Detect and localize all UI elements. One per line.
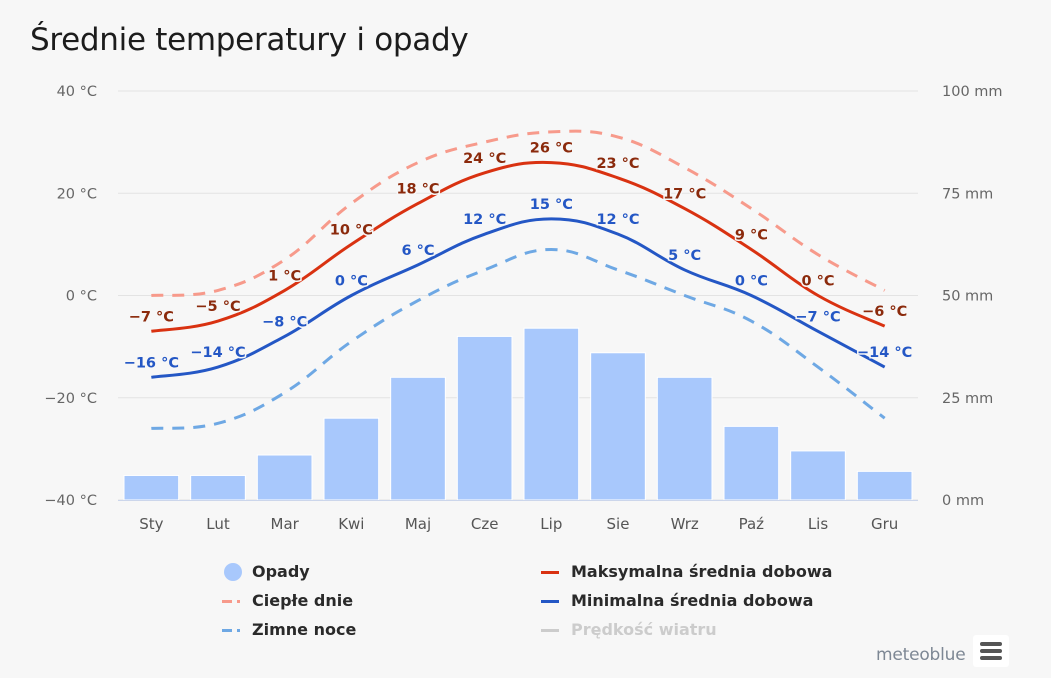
legend-item-wind-speed[interactable]: Prędkość wiatru (541, 620, 717, 639)
legend-label: Prędkość wiatru (571, 620, 717, 639)
min-temp-label: −14 °C (857, 345, 912, 361)
min-temp-label: 15 °C (530, 197, 573, 213)
menu-bar (980, 649, 1002, 653)
precipitation-bar (323, 417, 380, 501)
min-temp-label: −14 °C (190, 345, 245, 361)
legend-label: Zimne noce (252, 620, 357, 639)
y-left-tick-label: −40 °C (44, 493, 97, 509)
precipitation-bar (590, 352, 646, 501)
min-temp-label: 12 °C (463, 212, 506, 228)
min-temp-label: 5 °C (668, 248, 701, 264)
temperature-lines (151, 129, 886, 430)
data-labels: −7 °C −5 °C 1 °C 10 °C 18 °C 24 °C 26 °C 23 °C 1… (122, 139, 914, 373)
menu-bar (980, 642, 1002, 646)
chart-plot: 40 °C 20 °C 0 °C −20 °C −40 °C 100 mm 75 mm 50… (44, 84, 1003, 533)
max-temp-label: −7 °C (129, 309, 174, 325)
precipitation-bar (790, 450, 846, 501)
brand-logo[interactable]: meteoblue (876, 645, 966, 665)
min-temp-label: −16 °C (124, 355, 179, 371)
legend-label: Opady (252, 562, 310, 581)
max-temp-label: 24 °C (463, 151, 506, 167)
y-right-tick-label: 100 mm (942, 84, 1003, 100)
x-tick-label: Lis (808, 515, 829, 533)
x-tick-label: Paź (739, 515, 765, 533)
min-temp-label: −7 °C (795, 309, 840, 325)
max-temp-label: 9 °C (735, 227, 768, 243)
max-temp-label: −5 °C (195, 299, 240, 315)
max-temp-label: 0 °C (801, 274, 834, 290)
cold-nights-line (151, 247, 886, 430)
precipitation-bar (123, 474, 180, 501)
legend-label: Minimalna średnia dobowa (571, 591, 814, 610)
max-temp-label: −6 °C (862, 304, 907, 320)
precipitation-bar (190, 474, 246, 501)
y-axis-right: 100 mm 75 mm 50 mm 25 mm 0 mm (942, 84, 1003, 509)
legend-item-precipitation[interactable]: Opady (222, 562, 310, 581)
hamburger-menu-icon[interactable] (973, 635, 1009, 667)
x-tick-label: Maj (405, 515, 431, 533)
line-icon (541, 623, 563, 637)
min-temp-label: −8 °C (262, 314, 307, 330)
line-icon (541, 594, 563, 608)
max-temp-line (151, 160, 886, 333)
chart-title: Średnie temperatury i opady (30, 22, 469, 58)
x-tick-label: Sie (607, 515, 630, 533)
precipitation-bar (523, 327, 580, 501)
y-left-tick-label: 0 °C (66, 289, 97, 305)
max-temp-label: 1 °C (268, 268, 301, 284)
dashed-line-icon (222, 623, 244, 637)
max-temp-label: 17 °C (663, 187, 706, 203)
precipitation-bar (656, 376, 713, 501)
x-tick-label: Sty (139, 515, 163, 533)
precipitation-bars (123, 327, 913, 501)
y-left-tick-label: −20 °C (44, 391, 97, 407)
min-temp-label: 0 °C (335, 274, 368, 290)
x-axis: Sty Lut Mar Kwi Maj Cze Lip Sie Wrz Paź Lis Gru (118, 500, 918, 533)
warm-days-line (151, 129, 886, 297)
y-left-tick-label: 20 °C (57, 186, 97, 202)
y-right-tick-label: 75 mm (942, 186, 993, 202)
y-left-tick-label: 40 °C (57, 84, 97, 100)
min-temp-line (151, 217, 886, 379)
precipitation-bar (456, 335, 513, 501)
line-icon (541, 565, 563, 579)
x-tick-label: Mar (271, 515, 300, 533)
max-temp-label: 18 °C (396, 181, 439, 197)
legend-item-max-temp[interactable]: Maksymalna średnia dobowa (541, 562, 832, 581)
precipitation-bar (256, 454, 313, 501)
min-temp-label: 0 °C (735, 274, 768, 290)
grid-lines (118, 90, 918, 501)
x-tick-label: Wrz (671, 515, 699, 533)
legend-item-cold-nights[interactable]: Zimne noce (222, 620, 356, 639)
x-tick-label: Lut (206, 515, 230, 533)
x-tick-label: Lip (540, 515, 562, 533)
menu-bar (980, 656, 1002, 660)
max-temp-label: 10 °C (330, 222, 373, 238)
precipitation-bar (390, 376, 446, 501)
dot-icon (224, 562, 242, 581)
min-temp-label: 12 °C (596, 212, 639, 228)
max-temp-label: 23 °C (596, 156, 639, 172)
max-temp-label: 26 °C (530, 141, 573, 157)
y-right-tick-label: 25 mm (942, 391, 993, 407)
legend-item-warm-days[interactable]: Ciepłe dnie (222, 591, 353, 610)
legend-label: Maksymalna średnia dobowa (571, 562, 833, 581)
min-temp-label: 6 °C (401, 243, 434, 259)
x-tick-label: Cze (471, 515, 499, 533)
y-right-tick-label: 50 mm (942, 289, 993, 305)
legend-label: Ciepłe dnie (252, 591, 354, 610)
precipitation-bar (723, 425, 780, 501)
x-tick-label: Kwi (338, 515, 364, 533)
y-axis-left: 40 °C 20 °C 0 °C −20 °C −40 °C (44, 84, 97, 509)
x-tick-label: Gru (871, 515, 898, 533)
dashed-line-icon (222, 594, 244, 608)
precipitation-bar (856, 470, 913, 501)
y-right-tick-label: 0 mm (942, 493, 984, 509)
legend-item-min-temp[interactable]: Minimalna średnia dobowa (541, 591, 813, 610)
